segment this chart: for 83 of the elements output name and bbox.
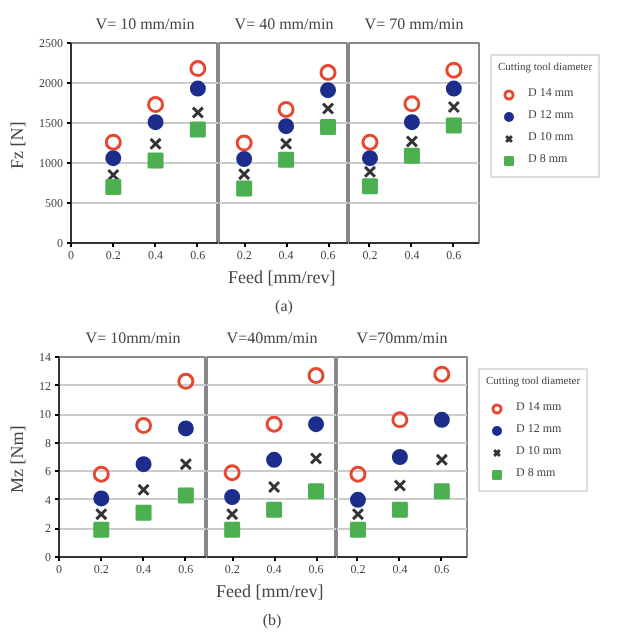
point (277, 100, 295, 118)
point (224, 521, 241, 538)
point (445, 80, 462, 97)
point (405, 134, 419, 148)
point (433, 365, 451, 383)
point (191, 106, 205, 120)
point (349, 465, 367, 483)
point (309, 451, 323, 465)
point (93, 490, 110, 507)
point (147, 96, 165, 114)
point (135, 456, 152, 473)
point (363, 165, 377, 179)
point (266, 451, 283, 468)
point (279, 137, 293, 151)
point (266, 501, 283, 518)
point (447, 100, 461, 114)
point (105, 150, 122, 167)
point (361, 178, 378, 195)
y-axis-title: Mz [Nm] (7, 425, 27, 493)
point (236, 180, 253, 197)
point (391, 501, 408, 518)
x-axis-title: Feed [mm/rev] (228, 267, 336, 287)
point (267, 480, 281, 494)
point (105, 179, 122, 195)
point (445, 61, 463, 79)
point (307, 367, 325, 385)
point (223, 464, 241, 482)
point (235, 134, 253, 152)
point (361, 133, 379, 151)
point (94, 507, 108, 521)
point (278, 118, 295, 135)
text: (b) (262, 611, 282, 629)
point (391, 449, 408, 465)
point (177, 372, 195, 390)
point (93, 521, 110, 538)
point (321, 102, 335, 116)
point (224, 489, 241, 505)
chart-title: V=70mm/min (356, 329, 448, 347)
point (403, 114, 420, 131)
chart-title: V=40mm/min (226, 329, 318, 347)
point (149, 137, 163, 151)
point (403, 95, 421, 113)
point (433, 411, 450, 428)
point (445, 117, 462, 134)
point (349, 521, 366, 538)
point (236, 151, 253, 167)
point (189, 121, 206, 138)
point (349, 491, 366, 508)
point (393, 479, 407, 493)
point (135, 504, 152, 521)
point (237, 167, 251, 181)
point (177, 487, 194, 504)
y-axis-title: Fz [N] (7, 121, 27, 169)
point (225, 507, 239, 521)
point (135, 417, 153, 435)
point (320, 82, 337, 99)
point (308, 483, 325, 500)
point (179, 457, 193, 471)
point (320, 119, 337, 135)
point (137, 483, 151, 497)
point (177, 420, 194, 437)
point (308, 416, 325, 433)
point (189, 60, 207, 78)
point (278, 151, 295, 168)
point (147, 114, 164, 131)
point (361, 150, 378, 167)
point (104, 133, 122, 151)
x-axis-title: Feed [mm/rev] (216, 581, 324, 601)
point (351, 507, 365, 521)
point (265, 415, 283, 433)
chart-title: V= 10 mm/min (95, 15, 195, 33)
point (403, 147, 420, 164)
point (189, 80, 206, 97)
point (147, 152, 164, 169)
point (433, 483, 450, 500)
point (319, 64, 337, 82)
point (92, 465, 110, 483)
chart-title: V= 10mm/min (85, 329, 181, 347)
point (435, 453, 449, 467)
chart-title: V= 40 mm/min (234, 15, 334, 33)
text: (a) (275, 297, 294, 315)
chart-title: V= 70 mm/min (364, 15, 464, 33)
point (391, 411, 409, 429)
